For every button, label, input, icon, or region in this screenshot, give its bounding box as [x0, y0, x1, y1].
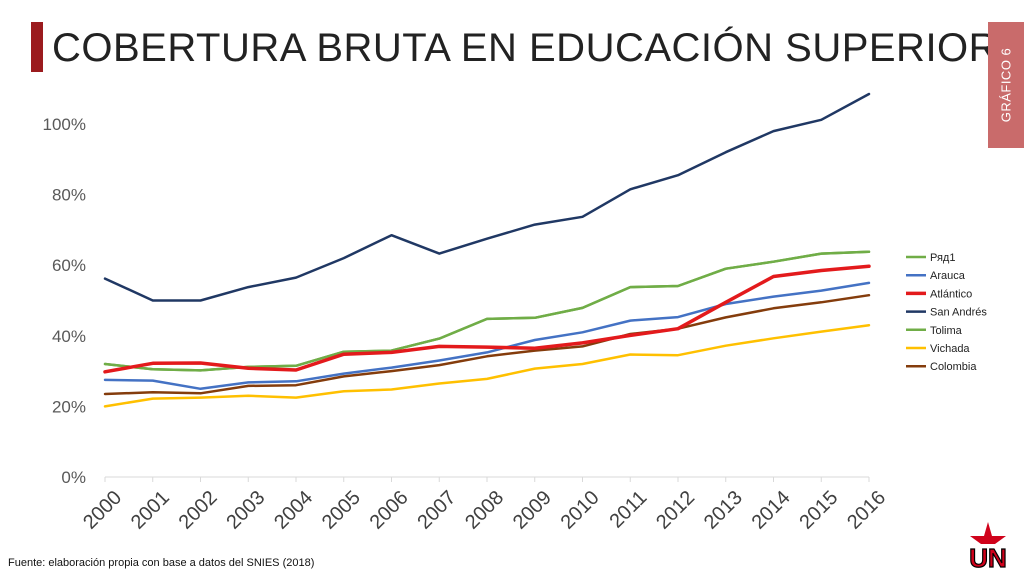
y-tick-label: 0% [61, 468, 86, 487]
source-note: Fuente: elaboración propia con base a da… [8, 557, 315, 569]
logo-star [970, 522, 1006, 558]
university-logo: UN [968, 522, 1008, 570]
title-accent-bar [31, 22, 43, 72]
y-tick-label: 60% [52, 256, 86, 275]
legend-label: Atlántico [930, 288, 972, 300]
x-tick-label: 2006 [366, 487, 413, 534]
page-title: COBERTURA BRUTA EN EDUCACIÓN SUPERIOR [52, 26, 999, 70]
legend-label: Vichada [930, 343, 970, 355]
x-tick-label: 2009 [509, 487, 556, 534]
legend-label: San Andrés [930, 307, 987, 319]
x-tick-label: 2008 [461, 487, 508, 534]
x-tick-label: 2011 [605, 487, 651, 533]
x-tick-label: 2010 [557, 487, 604, 534]
legend-label: Tolima [930, 325, 963, 337]
x-tick-label: 2005 [318, 487, 365, 534]
y-tick-label: 40% [52, 327, 86, 346]
x-tick-label: 2013 [700, 487, 747, 534]
series-line-san-andrés [103, 92, 871, 302]
legend-label: Colombia [930, 361, 977, 373]
x-tick-label: 2014 [748, 487, 795, 534]
y-tick-label: 20% [52, 397, 86, 416]
x-tick-label: 2007 [413, 487, 460, 534]
x-tick-label: 2001 [127, 487, 174, 534]
series-line-arauca [103, 281, 871, 391]
legend-label: Ряд1 [930, 252, 955, 264]
series-line-atlántico [103, 264, 871, 374]
x-tick-label: 2002 [175, 487, 222, 534]
x-tick-label: 2016 [843, 487, 890, 534]
series-line-vichada [103, 323, 871, 408]
y-tick-label: 80% [52, 186, 86, 205]
series-line-colombia [103, 293, 871, 396]
y-tick-label: 100% [43, 115, 86, 134]
x-tick-label: 2004 [270, 487, 317, 534]
side-tab: GRÁFICO 6 [988, 22, 1024, 148]
x-tick-label: 2012 [652, 487, 699, 534]
x-tick-label: 2003 [222, 487, 269, 534]
logo-text: UN [969, 543, 1007, 570]
legend-label: Arauca [930, 270, 966, 282]
x-tick-label: 2000 [79, 487, 126, 534]
x-tick-label: 2015 [795, 487, 842, 534]
